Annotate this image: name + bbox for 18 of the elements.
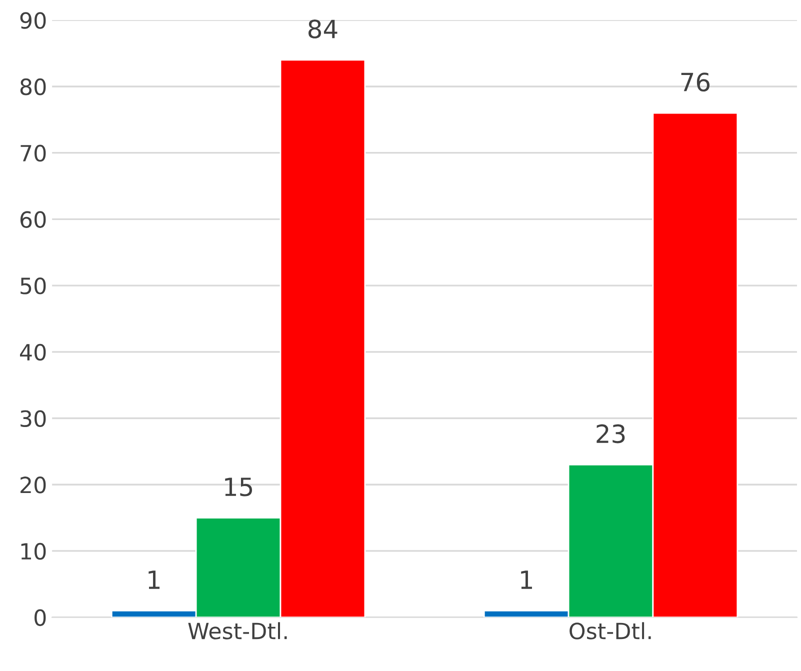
- y-tick-label: 10: [21, 542, 46, 560]
- data-label: 84: [308, 20, 338, 38]
- y-tick-label: 30: [20, 410, 46, 428]
- data-label: 23: [596, 424, 625, 444]
- y-tick-label: 20: [20, 476, 46, 494]
- data-label: 76: [681, 72, 710, 92]
- y-tick-label: 50: [20, 277, 46, 294]
- data-label: 1: [521, 570, 532, 589]
- y-tick-label: 90: [20, 12, 46, 29]
- data-label: 1: [148, 570, 160, 589]
- y-tick-label: 60: [20, 211, 46, 228]
- y-tick-label: 0: [34, 609, 46, 626]
- y-tick-label: 80: [20, 78, 46, 96]
- x-tick-label: Ost-Dtl.: [570, 622, 651, 640]
- data-label: 15: [225, 478, 252, 496]
- y-tick-label: 40: [20, 344, 46, 361]
- y-tick-label: 70: [20, 144, 46, 162]
- x-tick-label: West-Dtl.: [188, 622, 287, 640]
